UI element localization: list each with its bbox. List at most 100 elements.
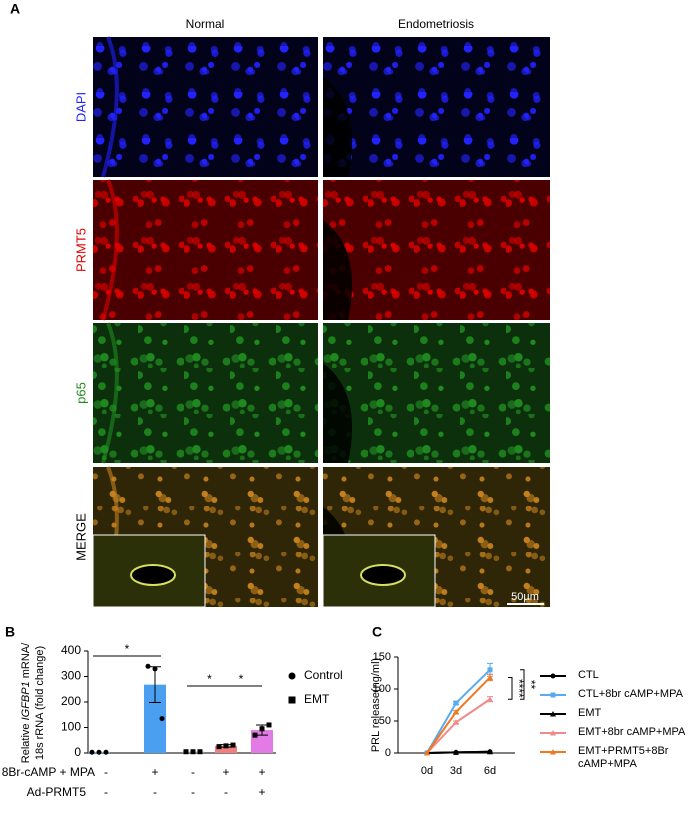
row-label: MERGE [73, 513, 88, 561]
tissue-edge [101, 179, 119, 321]
legend-marker [550, 692, 556, 698]
dark-region [323, 363, 353, 463]
y-tick-label: 300 [61, 669, 81, 683]
y-tick-label: 400 [61, 643, 81, 657]
data-point [259, 726, 265, 732]
treatment-sign: + [258, 785, 265, 799]
row-label: DAPI [73, 92, 88, 122]
scale-label: 50µm [511, 591, 539, 603]
data-point [190, 749, 196, 755]
data-point [197, 749, 203, 755]
data-point [223, 743, 229, 749]
y-label-part: mRNA/ [20, 642, 32, 681]
treatment-sign: - [104, 765, 108, 779]
data-point [453, 700, 459, 706]
data-point [152, 666, 158, 672]
inset-gland [360, 564, 406, 586]
data-point [96, 749, 102, 755]
legend-label: EMT [578, 707, 602, 719]
micrograph [323, 180, 550, 320]
data-point [453, 709, 459, 715]
panel-label: B [5, 624, 15, 640]
panel-label: A [10, 1, 20, 17]
significance-bracket [520, 669, 525, 700]
significance-label: **** [512, 679, 526, 698]
inset-gland [130, 564, 176, 586]
treatment-sign: - [104, 785, 108, 799]
row-label: p65 [73, 382, 88, 404]
treatment-sign: + [258, 765, 265, 779]
y-label-part: Relative [20, 720, 32, 763]
treatment-label: 8Br-cAMP + MPA [2, 765, 95, 779]
treatment-sign: - [191, 785, 195, 799]
micrograph [323, 37, 550, 177]
y-axis-label: 18s rRNA (fold change) [34, 646, 46, 760]
x-tick-label: 0d [421, 765, 433, 777]
bar [215, 745, 237, 753]
legend-label: EMT+8br cAMP+MPA [578, 726, 686, 738]
data-point [159, 716, 165, 722]
dark-region [323, 220, 353, 320]
panel-label: C [372, 624, 382, 640]
data-point [487, 696, 493, 702]
series-line [426, 698, 491, 754]
y-axis-label: Relative IGFBP1 mRNA/ [20, 642, 32, 763]
column-header: Endometriosis [398, 17, 474, 31]
data-point [487, 667, 493, 673]
dark-region [323, 77, 353, 177]
x-tick-label: 6d [484, 765, 496, 777]
y-tick-label: 0 [385, 747, 391, 759]
y-tick-label: 0 [74, 745, 81, 759]
micrograph [93, 180, 318, 320]
legend-marker [288, 672, 296, 680]
treatment-sign: - [191, 765, 195, 779]
y-tick-label: 100 [373, 683, 391, 695]
micrograph [93, 37, 318, 177]
data-point [424, 750, 430, 756]
significance-label: * [207, 672, 212, 686]
significance-label: * [239, 672, 244, 686]
row-label: PRMT5 [73, 228, 88, 272]
legend-label: EMT [304, 692, 330, 706]
data-point [103, 749, 109, 755]
x-tick-label: 3d [450, 765, 462, 777]
treatment-label: Ad-PRMT5 [27, 785, 87, 799]
micrograph [323, 323, 550, 463]
y-axis-label: PRL release(ng/ml) [370, 658, 382, 752]
treatment-sign: + [222, 765, 229, 779]
legend-label: CTL [578, 669, 599, 681]
significance-label: * [125, 642, 130, 656]
treatment-sign: + [151, 765, 158, 779]
tissue-edge [101, 322, 119, 464]
y-tick-label: 100 [61, 720, 81, 734]
significance-bracket [508, 676, 513, 700]
legend-marker [550, 749, 556, 755]
data-point [487, 674, 493, 680]
tissue-edge [101, 36, 119, 178]
y-tick-label: 200 [61, 694, 81, 708]
data-point [487, 748, 493, 755]
column-header: Normal [186, 17, 225, 31]
treatment-sign: - [224, 785, 228, 799]
legend-marker [288, 696, 296, 704]
y-label-part: IGFBP1 [20, 681, 32, 720]
significance-label: ** [524, 680, 538, 690]
micrograph [93, 323, 318, 463]
legend-label: CTL+8br cAMP+MPA [578, 688, 683, 700]
data-point [252, 732, 258, 738]
data-point [453, 749, 459, 755]
y-tick-label: 50 [379, 715, 391, 727]
legend-label: EMT+PRMT5+8Br cAMP+MPA [578, 745, 669, 770]
y-tick-label: 150 [373, 651, 391, 663]
data-point [89, 749, 95, 755]
data-point [266, 722, 272, 728]
series-line [426, 750, 491, 754]
data-point [145, 663, 151, 669]
legend-marker [550, 730, 556, 736]
data-point [453, 719, 459, 725]
data-point [216, 744, 222, 750]
legend-label: Control [304, 668, 343, 682]
data-point [230, 742, 236, 748]
